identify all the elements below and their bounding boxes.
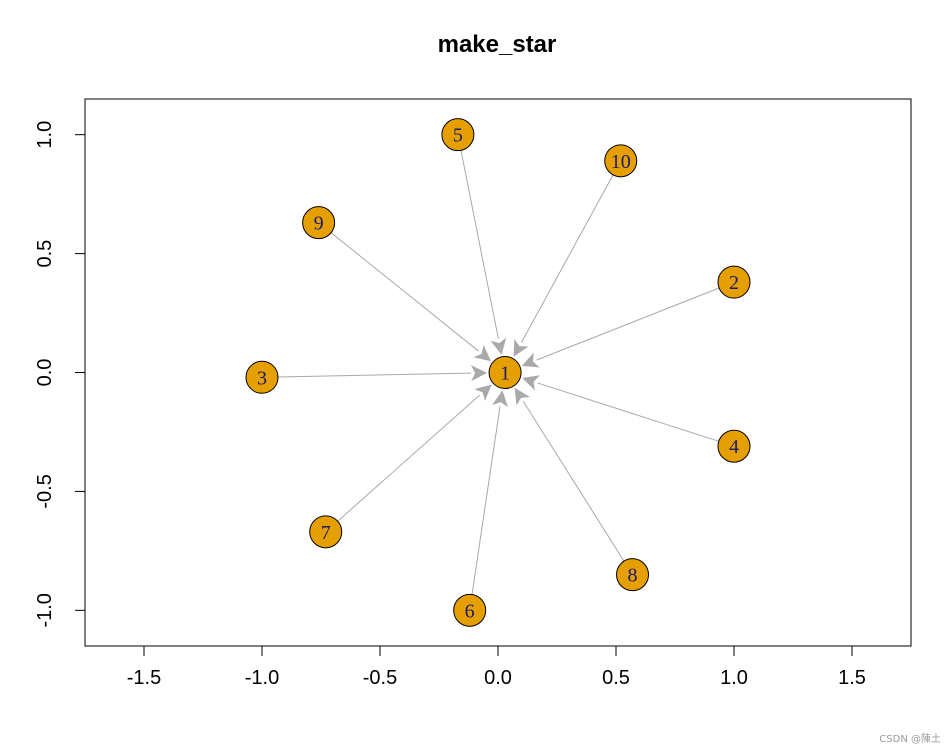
- node-label: 1: [500, 363, 510, 385]
- node-layer: 1 2 3 4 5 6 7 8 9 10: [245, 118, 751, 627]
- edge-line: [460, 150, 499, 340]
- node-label: 3: [257, 367, 267, 389]
- x-tick-label: 1.5: [838, 667, 866, 689]
- edge-line: [277, 372, 472, 378]
- node-circle: [604, 144, 638, 178]
- node-circle: [453, 593, 487, 627]
- node-label: 6: [465, 600, 475, 622]
- node-label: 5: [453, 125, 463, 147]
- node-label: 8: [628, 565, 638, 587]
- watermark: CSDN @陳土: [879, 734, 941, 745]
- node-label: 9: [314, 213, 324, 235]
- edge-line: [520, 174, 614, 343]
- edge-arrowhead: [522, 375, 540, 391]
- x-tick-label: -1.5: [127, 667, 161, 689]
- node-circle: [441, 118, 475, 152]
- node-circle: [309, 515, 343, 549]
- edge-arrowhead: [470, 365, 488, 382]
- node-circle: [717, 429, 751, 463]
- node-circle: [616, 558, 650, 592]
- edge-line: [330, 232, 479, 352]
- node-label: 10: [611, 151, 631, 173]
- edge-arrowhead: [514, 387, 530, 406]
- x-tick-label: 0.0: [484, 667, 512, 689]
- node-circle: [717, 265, 751, 299]
- edge-arrowhead: [492, 390, 508, 408]
- node-circle: [302, 206, 336, 240]
- y-axis: -1.0 -0.5 0.0 0.5 1.0: [34, 121, 86, 628]
- edge-arrowhead: [474, 384, 492, 402]
- y-tick-label: -0.5: [34, 474, 56, 508]
- y-tick-label: 1.0: [34, 121, 56, 149]
- edge-line: [537, 382, 719, 442]
- chart-title: make_star: [438, 31, 557, 58]
- node-label: 7: [321, 522, 331, 544]
- edge-line: [337, 394, 480, 522]
- node-label: 4: [729, 436, 739, 458]
- y-tick-label: -1.0: [34, 593, 56, 627]
- edge-line: [522, 400, 625, 562]
- y-tick-label: 0.5: [34, 240, 56, 268]
- edge-arrowhead: [473, 344, 492, 362]
- node-label: 2: [729, 272, 739, 294]
- edge-arrowhead: [521, 352, 540, 368]
- edge-line: [536, 287, 720, 361]
- edge-arrowhead: [513, 338, 529, 357]
- x-tick-label: 1.0: [720, 667, 748, 689]
- x-axis: -1.5 -1.0 -0.5 0.0 0.5 1.0 1.5: [127, 645, 866, 689]
- edge-line: [471, 406, 501, 595]
- edge-arrowhead: [490, 337, 507, 355]
- x-tick-label: -0.5: [363, 667, 397, 689]
- edge-layer: [277, 150, 720, 595]
- x-tick-label: 0.5: [602, 667, 630, 689]
- x-tick-label: -1.0: [245, 667, 279, 689]
- node-circle: [245, 360, 279, 394]
- y-tick-label: 0.0: [34, 359, 56, 387]
- node-circle: [488, 356, 522, 389]
